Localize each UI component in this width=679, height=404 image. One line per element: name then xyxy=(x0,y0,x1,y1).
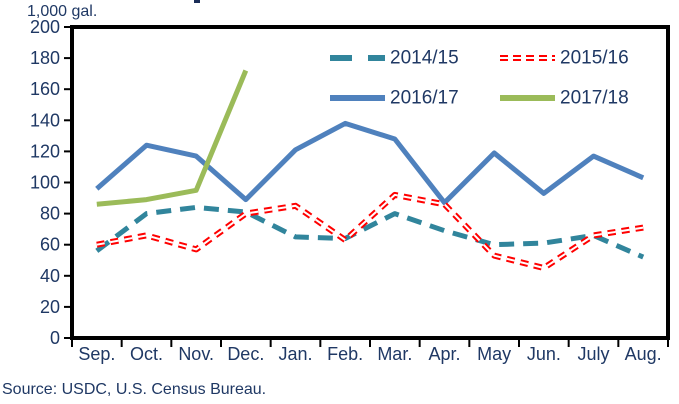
legend-label: 2014/15 xyxy=(390,48,459,69)
series-line-2015-16-core xyxy=(96,193,644,269)
source-note: Source: USDC, U.S. Census Bureau. xyxy=(2,381,267,398)
x-tick-label: Aug. xyxy=(625,344,662,364)
y-tick-label: 200 xyxy=(30,17,60,37)
legend-item-2014-15: 2014/15 xyxy=(330,48,459,69)
y-tick-label: 80 xyxy=(40,204,60,224)
legend-item-2015-16: 2015/16 xyxy=(500,48,629,69)
x-tick-label: July xyxy=(577,344,609,364)
legend-item-2016-17: 2016/17 xyxy=(330,88,459,109)
x-tick-label: Sep. xyxy=(78,344,115,364)
y-tick-label: 120 xyxy=(30,141,60,161)
x-tick-label: Mar. xyxy=(377,344,412,364)
x-tick-label: Jun. xyxy=(527,344,561,364)
x-tick-label: Feb. xyxy=(327,344,363,364)
plot-frame xyxy=(70,25,670,340)
y-tick-label: 0 xyxy=(50,328,60,348)
y-tick-label: 160 xyxy=(30,79,60,99)
series-line-2014-15 xyxy=(95,204,645,260)
legend-label: 2017/18 xyxy=(560,88,629,109)
y-tick-label: 180 xyxy=(30,48,60,68)
x-tick-label: Apr. xyxy=(428,344,460,364)
x-tick-label: Nov. xyxy=(178,344,214,364)
legend-label: 2015/16 xyxy=(560,48,629,69)
y-tick-label: 60 xyxy=(40,235,60,255)
y-tick-label: 140 xyxy=(30,110,60,130)
x-tick-label: Dec. xyxy=(227,344,264,364)
y-tick-label: 100 xyxy=(30,173,60,193)
x-tick-label: Jan. xyxy=(278,344,312,364)
legend-item-2017-18: 2017/18 xyxy=(500,88,629,109)
series-line-2016-17 xyxy=(95,120,645,206)
y-axis-unit-label: 1,000 gal. xyxy=(27,3,98,20)
legend-label: 2016/17 xyxy=(390,88,459,109)
x-tick-label: May xyxy=(477,344,511,364)
x-tick-label: Oct. xyxy=(130,344,163,364)
y-tick-label: 20 xyxy=(40,297,60,317)
cropped-title-fragment xyxy=(194,0,200,3)
y-tick-label: 40 xyxy=(40,266,60,286)
series-line-2017-18 xyxy=(96,69,249,207)
